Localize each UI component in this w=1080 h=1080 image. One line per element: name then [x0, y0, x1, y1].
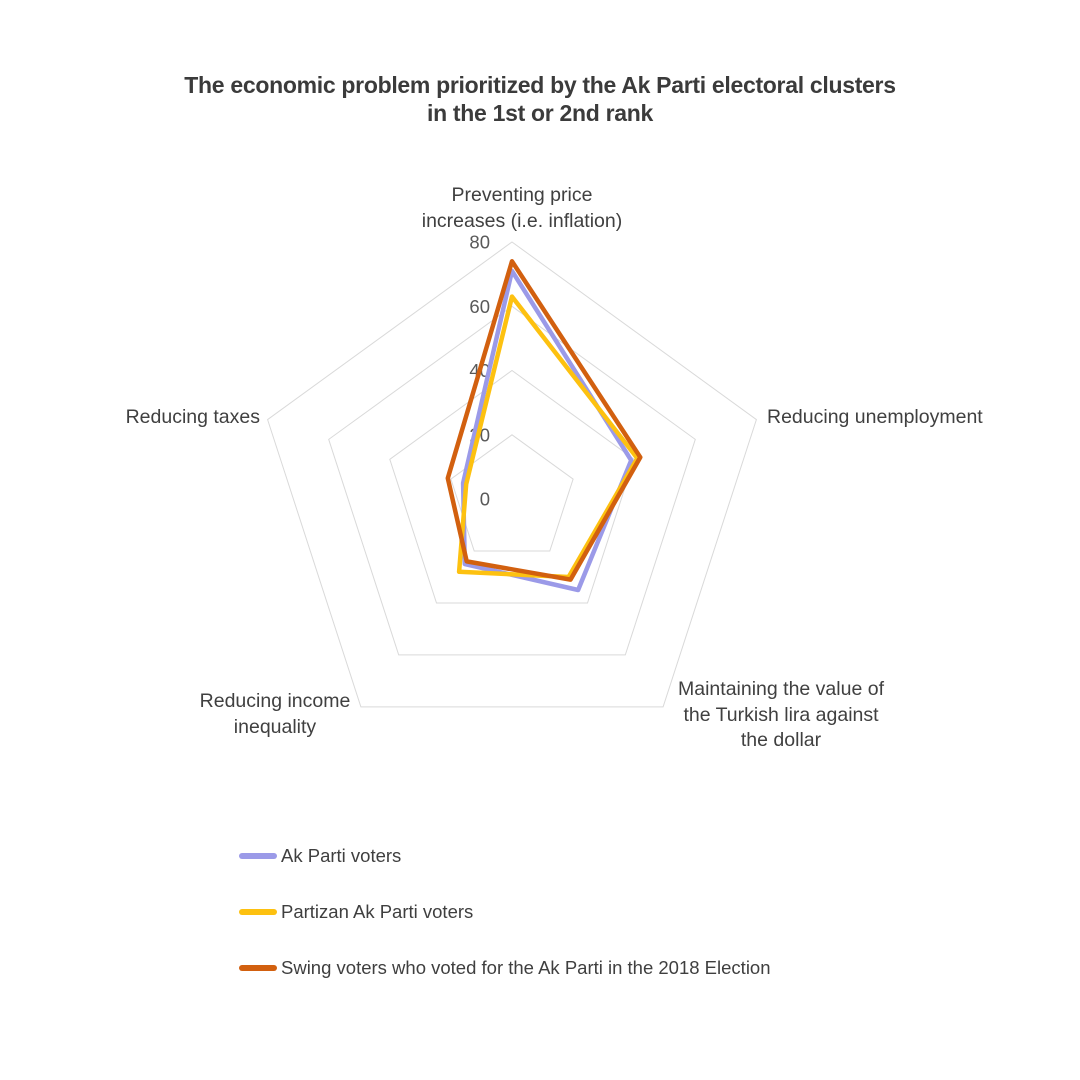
legend-label: Ak Parti voters — [281, 845, 402, 866]
chart-title: The economic problem prioritized by the … — [184, 72, 896, 126]
legend-swatch-purple — [239, 853, 277, 859]
legend-item-ak-parti-voters: Ak Parti voters — [239, 844, 771, 868]
legend: Ak Parti voters Partizan Ak Parti voters… — [239, 844, 771, 980]
legend-item-swing-voters: Swing voters who voted for the Ak Parti … — [239, 956, 771, 980]
tick-label-0: 0 — [480, 489, 490, 510]
grid-ring-40 — [389, 369, 635, 604]
tick-label-80: 80 — [469, 232, 490, 253]
axis-label-taxes: Reducing taxes — [125, 406, 260, 428]
axis-label-lira: Maintaining the value of the Turkish lir… — [678, 678, 884, 751]
axis-label-inflation: Preventing price increases (i.e. inflati… — [421, 184, 623, 232]
legend-swatch-orange — [239, 965, 277, 971]
grid-ring-20 — [450, 434, 574, 552]
legend-label: Swing voters who voted for the Ak Parti … — [281, 957, 771, 978]
grid-ring-80 — [267, 241, 757, 708]
axis-label-unemployment: Reducing unemployment — [767, 406, 983, 428]
grid-ring-60 — [328, 305, 696, 656]
legend-label: Partizan Ak Parti voters — [281, 901, 474, 922]
legend-item-partizan-voters: Partizan Ak Parti voters — [239, 900, 771, 924]
legend-swatch-yellow — [239, 909, 277, 915]
axis-label-inequality: Reducing income inequality — [199, 690, 351, 738]
tick-label-60: 60 — [469, 296, 490, 317]
series-line-partizan-ak-parti-voters — [456, 294, 640, 580]
series-line-swing-voters-who-voted-for-the-ak-parti- — [445, 259, 643, 582]
